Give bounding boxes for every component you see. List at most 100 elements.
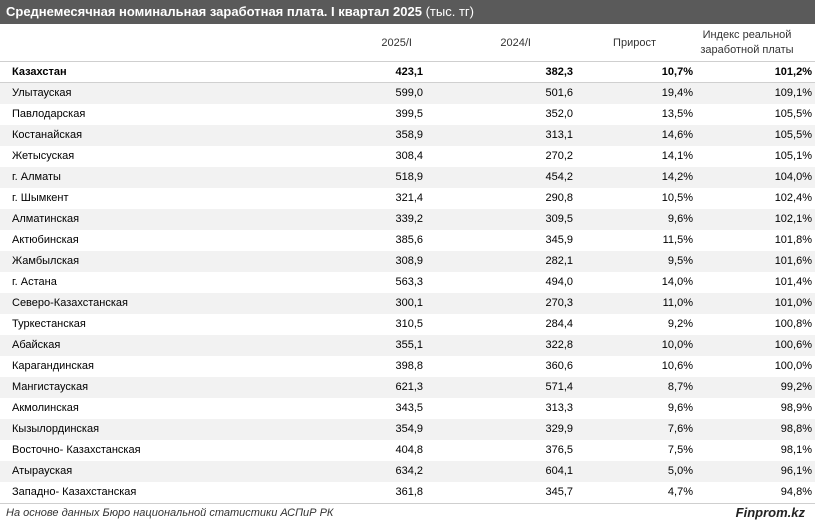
table-row: Костанайская 358,9 313,1 14,6% 105,5% (0, 125, 815, 146)
region-cell: Атырауская (12, 465, 73, 477)
index-cell: 109,1% (774, 87, 812, 99)
region-cell: Туркестанская (12, 318, 86, 330)
table-row: Туркестанская 310,5 284,4 9,2% 100,8% (0, 314, 815, 335)
growth-cell: 13,5% (661, 108, 693, 120)
value-2025-cell: 361,8 (395, 486, 423, 498)
growth-cell: 10,6% (661, 360, 693, 372)
table-row: Атырауская 634,2 604,1 5,0% 96,1% (0, 461, 815, 482)
value-2024-cell: 345,9 (545, 234, 573, 246)
index-cell: 104,0% (774, 171, 812, 183)
table-row: Кызылординская 354,9 329,9 7,6% 98,8% (0, 419, 815, 440)
region-cell: Казахстан (12, 66, 67, 78)
index-cell: 94,8% (780, 486, 812, 498)
value-2024-cell: 494,0 (545, 276, 573, 288)
index-cell: 99,2% (780, 381, 812, 393)
index-cell: 101,2% (774, 66, 812, 78)
index-cell: 101,8% (774, 234, 812, 246)
index-cell: 105,5% (774, 108, 812, 120)
growth-cell: 14,6% (661, 129, 693, 141)
growth-cell: 10,5% (661, 192, 693, 204)
region-cell: Костанайская (12, 129, 83, 141)
value-2025-cell: 399,5 (395, 108, 423, 120)
region-cell: г. Шымкент (12, 192, 69, 204)
value-2024-cell: 345,7 (545, 486, 573, 498)
index-cell: 100,8% (774, 318, 812, 330)
index-cell: 105,5% (774, 129, 812, 141)
table-body: Казахстан 423,1 382,3 10,7% 101,2% Улытауская… (0, 62, 815, 503)
index-cell: 98,8% (780, 423, 812, 435)
page-title: Среднемесячная номинальная заработная пл… (6, 4, 422, 19)
region-cell: Павлодарская (12, 108, 86, 120)
table-row: Восточно- Казахстанская 404,8 376,5 7,5% 98,… (0, 440, 815, 461)
value-2024-cell: 376,5 (545, 444, 573, 456)
value-2024-cell: 454,2 (545, 171, 573, 183)
value-2024-cell: 322,8 (545, 339, 573, 351)
title-bar: Среднемесячная номинальная заработная пл… (0, 0, 815, 24)
column-header-index-line1: Индекс реальной (702, 28, 792, 41)
table-row-total: Казахстан 423,1 382,3 10,7% 101,2% (0, 62, 815, 83)
growth-cell: 9,6% (667, 213, 693, 225)
value-2024-cell: 282,1 (545, 255, 573, 267)
value-2024-cell: 360,6 (545, 360, 573, 372)
index-cell: 101,4% (774, 276, 812, 288)
index-cell: 105,1% (774, 150, 812, 162)
region-cell: Акмолинская (12, 402, 79, 414)
region-cell: г. Астана (12, 276, 57, 288)
table-row: Карагандинская 398,8 360,6 10,6% 100,0% (0, 356, 815, 377)
index-cell: 98,9% (780, 402, 812, 414)
table-row: Павлодарская 399,5 352,0 13,5% 105,5% (0, 104, 815, 125)
value-2024-cell: 329,9 (545, 423, 573, 435)
table-row: Актюбинская 385,6 345,9 11,5% 101,8% (0, 230, 815, 251)
source-note: На основе данных Бюро национальной стати… (6, 507, 334, 519)
index-cell: 101,6% (774, 255, 812, 267)
table-row: Акмолинская 343,5 313,3 9,6% 98,9% (0, 398, 815, 419)
value-2025-cell: 599,0 (395, 87, 423, 99)
growth-cell: 9,5% (667, 255, 693, 267)
table-row: Жетысуская 308,4 270,2 14,1% 105,1% (0, 146, 815, 167)
index-cell: 102,4% (774, 192, 812, 204)
region-cell: Северо-Казахстанская (12, 297, 128, 309)
table-row: Алматинская 339,2 309,5 9,6% 102,1% (0, 209, 815, 230)
value-2024-cell: 270,2 (545, 150, 573, 162)
value-2025-cell: 563,3 (395, 276, 423, 288)
growth-cell: 14,0% (661, 276, 693, 288)
region-cell: Актюбинская (12, 234, 79, 246)
table-row: г. Астана 563,3 494,0 14,0% 101,4% (0, 272, 815, 293)
growth-cell: 14,2% (661, 171, 693, 183)
value-2025-cell: 308,9 (395, 255, 423, 267)
growth-cell: 19,4% (661, 87, 693, 99)
value-2024-cell: 571,4 (545, 381, 573, 393)
region-cell: Улытауская (12, 87, 72, 99)
region-cell: Карагандинская (12, 360, 94, 372)
region-cell: Жетысуская (12, 150, 75, 162)
value-2024-cell: 313,3 (545, 402, 573, 414)
value-2024-cell: 284,4 (545, 318, 573, 330)
growth-cell: 10,0% (661, 339, 693, 351)
value-2025-cell: 398,8 (395, 360, 423, 372)
value-2025-cell: 354,9 (395, 423, 423, 435)
growth-cell: 14,1% (661, 150, 693, 162)
column-header-2024: 2024/I (500, 36, 531, 49)
value-2025-cell: 621,3 (395, 381, 423, 393)
value-2025-cell: 308,4 (395, 150, 423, 162)
region-cell: Мангистауская (12, 381, 89, 393)
value-2024-cell: 309,5 (545, 213, 573, 225)
region-cell: Кызылординская (12, 423, 100, 435)
region-cell: Жамбылская (12, 255, 80, 267)
growth-cell: 11,5% (662, 234, 693, 246)
value-2024-cell: 604,1 (545, 465, 573, 477)
growth-cell: 9,2% (667, 318, 693, 330)
table-row: г. Алматы 518,9 454,2 14,2% 104,0% (0, 167, 815, 188)
growth-cell: 7,5% (667, 444, 693, 456)
index-cell: 102,1% (774, 213, 812, 225)
value-2025-cell: 343,5 (395, 402, 423, 414)
brand-logo: Finprom.kz (735, 505, 805, 520)
index-cell: 101,0% (774, 297, 812, 309)
table-row: Западно- Казахстанская 361,8 345,7 4,7% 94,8… (0, 482, 815, 503)
value-2024-cell: 290,8 (545, 192, 573, 204)
index-cell: 96,1% (780, 465, 812, 477)
table-row: Жамбылская 308,9 282,1 9,5% 101,6% (0, 251, 815, 272)
column-header-index-line2: заработной платы (700, 43, 794, 56)
growth-cell: 5,0% (667, 465, 693, 477)
table-row: Абайская 355,1 322,8 10,0% 100,6% (0, 335, 815, 356)
